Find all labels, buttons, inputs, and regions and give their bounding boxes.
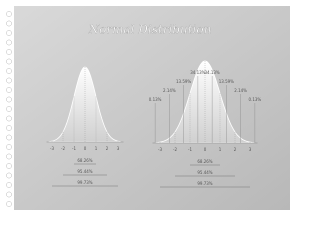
- segment-label: 0.13%: [149, 97, 162, 102]
- x-label: 3: [249, 147, 252, 152]
- hole: [6, 201, 12, 207]
- range-label: 99.73%: [197, 181, 212, 186]
- x-label: 0: [204, 147, 207, 152]
- hole: [6, 125, 12, 131]
- diagrams: -3 -2 -1 0 1 2 3 68.26% 95.44% 99.73% -3 -2 -1 0 1 2 3 68…: [46, 60, 262, 188]
- hole: [6, 144, 12, 150]
- range-label: 99.73%: [77, 180, 92, 185]
- hole: [6, 172, 12, 179]
- range-label: 68.26%: [197, 159, 212, 164]
- x-label: -2: [173, 147, 177, 152]
- x-label: -1: [72, 146, 76, 151]
- hole: [6, 77, 12, 84]
- hole: [6, 106, 12, 112]
- hole: [6, 182, 12, 188]
- hole: [6, 96, 12, 103]
- x-label: 1: [219, 147, 222, 152]
- segment-label: 2.14%: [234, 88, 247, 93]
- x-label: 1: [95, 146, 98, 151]
- x-label: 0: [84, 146, 87, 151]
- range-label: 95.44%: [197, 170, 212, 175]
- hole: [6, 163, 12, 169]
- paper-illustration: Normal Distribution -3 -2 -1 0 1 2 3 68.26% 95.4…: [6, 6, 290, 210]
- hole: [6, 153, 12, 160]
- x-label: 3: [117, 146, 120, 151]
- hole: [6, 11, 12, 17]
- hole: [6, 115, 12, 122]
- hole: [6, 30, 12, 36]
- x-label: 2: [106, 146, 109, 151]
- segment-label: 13.59%: [176, 79, 191, 84]
- paper: [14, 6, 290, 210]
- hole: [6, 20, 12, 27]
- segment-label: 13.59%: [219, 79, 234, 84]
- hole: [6, 58, 12, 65]
- x-label: -3: [158, 147, 162, 152]
- x-label: -2: [61, 146, 65, 151]
- hole: [6, 39, 12, 46]
- page: Normal Distribution -3 -2 -1 0 1 2 3 68.26% 95.4…: [6, 6, 290, 210]
- hole: [6, 87, 12, 93]
- title: Normal Distribution: [88, 23, 212, 37]
- range-label: 68.26%: [77, 158, 92, 163]
- segment-label: 0.13%: [249, 97, 262, 102]
- segment-label: 2.14%: [163, 88, 176, 93]
- hole: [6, 134, 12, 141]
- x-label: -3: [50, 146, 54, 151]
- range-label: 95.44%: [77, 169, 92, 174]
- x-label: -1: [188, 147, 192, 152]
- hole: [6, 49, 12, 55]
- binder-holes: [6, 11, 12, 207]
- hole: [6, 191, 12, 198]
- x-label: 2: [234, 147, 237, 152]
- segment-label: 34.13%: [204, 70, 219, 75]
- segment-label: 34.13%: [190, 70, 205, 75]
- hole: [6, 68, 12, 74]
